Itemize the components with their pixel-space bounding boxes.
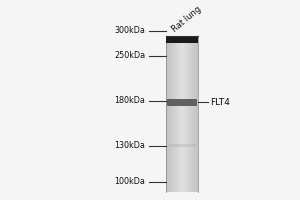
Bar (167, 36, 168, 192)
Bar (169, 36, 170, 192)
Bar (183, 36, 184, 192)
Bar (176, 36, 177, 192)
Bar (178, 36, 179, 192)
Bar (184, 36, 185, 192)
Bar (196, 36, 197, 192)
Bar (168, 36, 169, 192)
Bar (193, 36, 194, 192)
Bar (168, 144, 196, 147)
Bar (196, 36, 197, 192)
Text: 250kDa: 250kDa (114, 51, 146, 60)
Bar (182, 36, 183, 192)
Text: 180kDa: 180kDa (115, 96, 146, 105)
Bar (169, 36, 170, 192)
Bar (191, 36, 192, 192)
Bar (197, 36, 198, 192)
Bar (190, 36, 191, 192)
Bar (177, 36, 178, 192)
Bar (194, 36, 195, 192)
Bar (192, 36, 193, 192)
Bar (186, 36, 187, 192)
Bar (173, 36, 174, 192)
Text: 130kDa: 130kDa (115, 141, 146, 150)
Text: 300kDa: 300kDa (115, 26, 146, 35)
Text: 100kDa: 100kDa (115, 177, 146, 186)
Bar (189, 36, 190, 192)
Bar (180, 36, 181, 192)
Bar (172, 36, 173, 192)
Bar (171, 36, 172, 192)
Bar (188, 36, 189, 192)
Text: FLT4: FLT4 (211, 98, 230, 107)
Bar (174, 36, 175, 192)
Bar (187, 36, 188, 192)
Bar (195, 36, 196, 192)
Text: Rat lung: Rat lung (170, 4, 203, 34)
Bar (167, 36, 198, 43)
Bar (179, 36, 180, 192)
Bar (181, 36, 182, 192)
Bar (170, 36, 171, 192)
Bar (167, 99, 197, 106)
Bar (185, 36, 186, 192)
